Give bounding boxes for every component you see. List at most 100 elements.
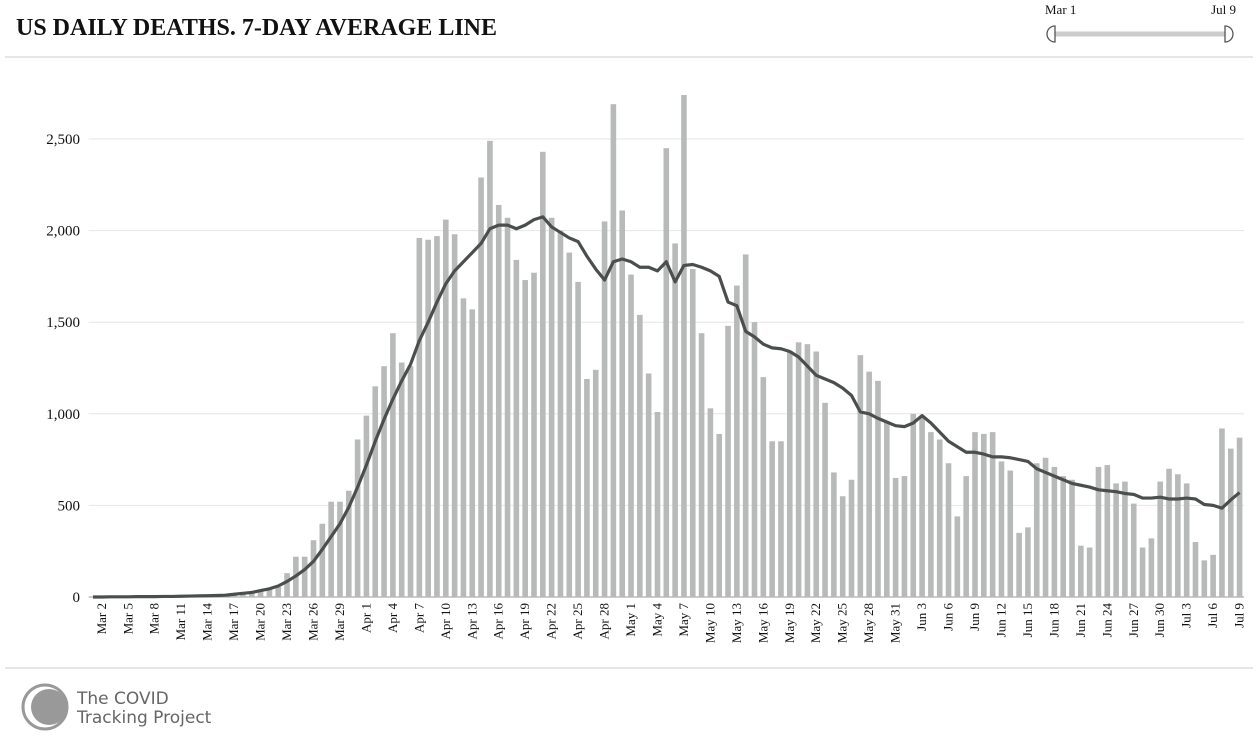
bar: [848, 479, 855, 597]
bar: [813, 351, 820, 597]
bar: [540, 151, 546, 598]
logo-text: The COVID: [76, 689, 169, 709]
bar: [972, 432, 978, 597]
bar: [672, 243, 678, 598]
x-tick-label: Mar 5: [120, 603, 135, 634]
bar: [257, 590, 264, 597]
x-tick-label: May 22: [808, 603, 823, 643]
bar: [398, 362, 405, 597]
y-tick-label: 2,000: [46, 224, 80, 240]
y-tick-label: 500: [58, 498, 81, 514]
average-line: [93, 215, 1241, 599]
bar: [1227, 448, 1234, 597]
bar: [1210, 554, 1216, 597]
bar: [1104, 465, 1111, 597]
x-tick-label: Apr 4: [385, 603, 400, 633]
bar: [1175, 474, 1181, 597]
bar: [698, 333, 705, 597]
bar: [769, 441, 775, 597]
bar: [1157, 481, 1164, 597]
bar: [460, 298, 467, 597]
x-tick-label: May 19: [782, 603, 797, 643]
bar: [645, 373, 652, 597]
bar: [1122, 481, 1128, 597]
bar: [725, 325, 731, 597]
bar: [1219, 428, 1225, 597]
slider-handle-end[interactable]: [1224, 25, 1234, 43]
x-tick-label: May 7: [676, 603, 691, 637]
bar: [1016, 532, 1022, 597]
bar: [778, 441, 784, 597]
bar: [407, 366, 414, 597]
slider-start-label: Mar 1: [1045, 2, 1076, 17]
x-tick-label: Jun 15: [1020, 603, 1035, 637]
bar: [1042, 457, 1049, 597]
bar: [345, 490, 352, 597]
bar: [795, 342, 802, 597]
bar: [637, 314, 643, 597]
bar: [248, 592, 255, 597]
bar: [1025, 527, 1031, 597]
logo-disc: [31, 689, 67, 725]
bar: [883, 421, 890, 597]
bar: [275, 586, 282, 597]
bar: [716, 433, 723, 597]
bar: [240, 593, 246, 597]
bar: [434, 236, 440, 597]
x-tick-label: Mar 26: [306, 603, 321, 641]
x-tick-label: Mar 14: [200, 603, 215, 641]
bar: [575, 281, 581, 597]
bar: [478, 177, 484, 598]
x-tick-label: May 28: [861, 603, 876, 643]
bar: [601, 221, 608, 597]
x-tick-label: Mar 2: [94, 603, 109, 634]
bar: [989, 432, 996, 597]
x-tick-label: Apr 28: [597, 603, 612, 639]
bar: [1086, 547, 1093, 597]
x-tick-label: Jun 27: [1126, 603, 1141, 638]
bar: [1113, 483, 1119, 597]
plot: 0 500 1,000 1,500 2,000 2,500 Mar 2 Mar 5 Mar 8 M…: [46, 95, 1247, 643]
bar: [866, 371, 872, 597]
bar: [381, 366, 387, 597]
bar: [610, 104, 617, 598]
bar: [495, 204, 502, 597]
bar: [936, 439, 943, 597]
x-tick-label: Apr 7: [411, 603, 426, 633]
x-tick-label: Jun 21: [1073, 603, 1088, 637]
bar: [892, 477, 899, 597]
bar: [901, 476, 908, 597]
bar: [1130, 503, 1137, 597]
bar: [786, 351, 793, 597]
x-tick-label: Jun 24: [1099, 603, 1114, 638]
bar: [928, 432, 934, 597]
bar: [734, 285, 740, 597]
bar: [337, 501, 343, 597]
y-tick-label: 0: [73, 590, 81, 606]
bar: [663, 148, 670, 597]
bar: [363, 415, 370, 597]
bar: [1166, 468, 1172, 597]
x-tick-label: May 25: [835, 603, 850, 643]
x-tick-label: Apr 22: [544, 603, 559, 639]
bar: [557, 230, 564, 598]
x-tick-label: Jul 3: [1179, 603, 1194, 628]
slider-handle-start[interactable]: [1046, 25, 1056, 43]
y-tick-label: 2,500: [46, 132, 80, 148]
x-tick-label: Mar 11: [173, 603, 188, 640]
bar: [548, 217, 555, 598]
y-tick-label: 1,500: [46, 315, 80, 331]
bar: [266, 588, 273, 597]
x-tick-label: Jun 12: [993, 603, 1008, 637]
bar: [310, 540, 317, 597]
bar: [416, 237, 423, 598]
x-tick-label: Mar 17: [226, 603, 241, 641]
x-tick-label: Mar 20: [253, 603, 268, 641]
slider-end-label: Jul 9: [1211, 2, 1236, 17]
bar: [592, 369, 599, 597]
x-tick-label: Mar 8: [147, 603, 162, 634]
bar: [1236, 437, 1243, 597]
x-tick-label: Jun 6: [941, 603, 956, 631]
bar: [751, 322, 758, 597]
